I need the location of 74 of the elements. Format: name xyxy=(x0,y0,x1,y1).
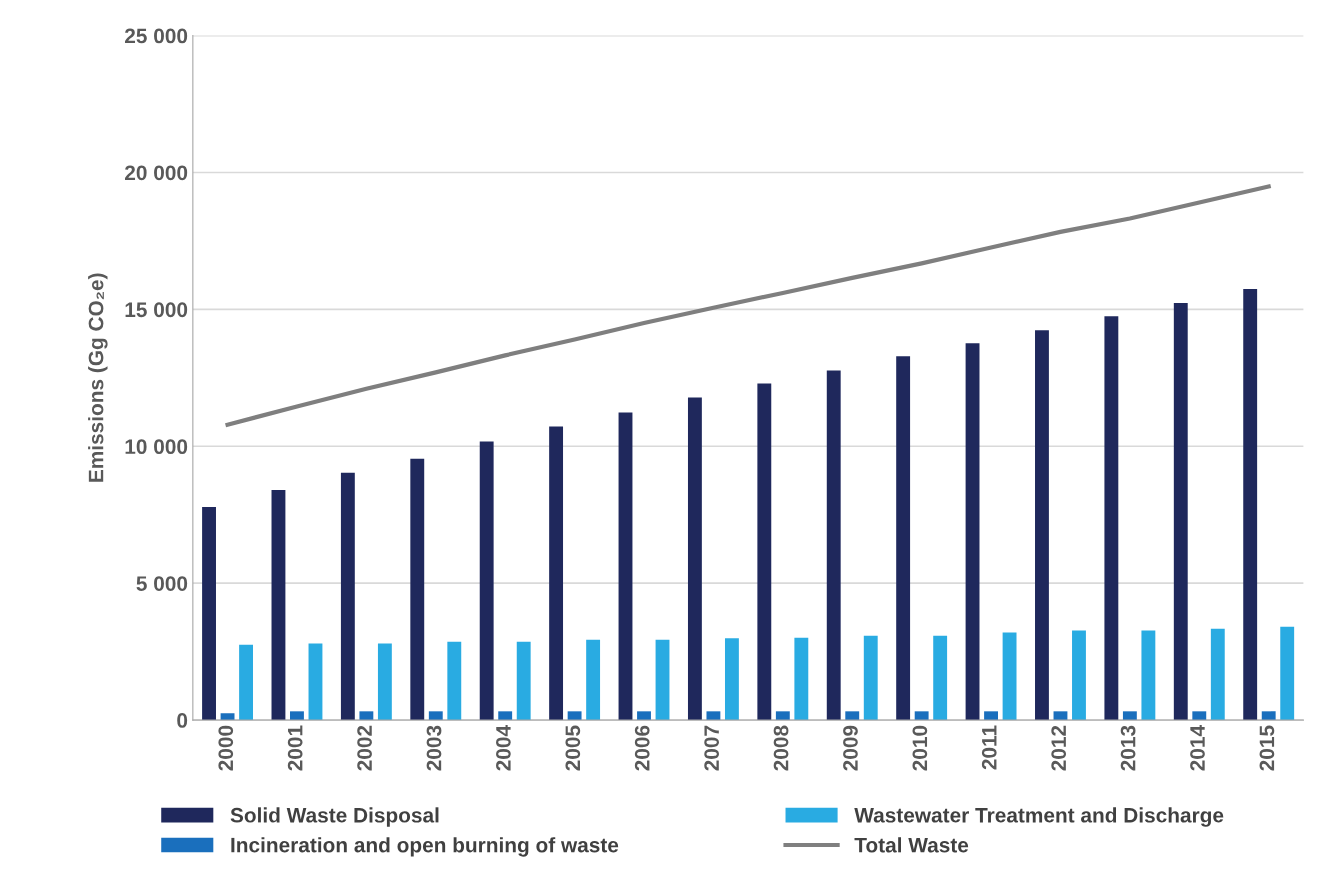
bar xyxy=(845,711,860,721)
legend-label: Wastewater Treatment and Discharge xyxy=(854,807,1224,827)
bar xyxy=(447,641,462,721)
line-series xyxy=(225,184,1271,427)
bar xyxy=(1141,630,1156,721)
bar xyxy=(479,441,494,721)
bar xyxy=(308,643,323,721)
bar xyxy=(271,490,286,721)
x-tick-label: 2007 xyxy=(704,725,720,771)
bar xyxy=(618,412,633,721)
bar xyxy=(1280,626,1295,721)
bar xyxy=(516,641,531,721)
x-tick-label: 2012 xyxy=(1051,725,1067,771)
bar xyxy=(1192,711,1207,721)
bar xyxy=(1261,711,1276,721)
x-tick-label: 2003 xyxy=(426,725,442,771)
bar xyxy=(428,711,443,721)
bar xyxy=(377,643,392,721)
x-tick-label: 2008 xyxy=(773,725,789,771)
bar xyxy=(1072,630,1086,721)
bar xyxy=(290,711,304,721)
x-tick-label: 2015 xyxy=(1259,725,1275,771)
bar xyxy=(706,711,721,721)
bar xyxy=(637,711,651,721)
bar xyxy=(239,644,253,721)
x-tick-label: 2001 xyxy=(287,725,303,771)
bar xyxy=(1035,330,1049,721)
bar xyxy=(1173,303,1188,721)
bar xyxy=(933,635,948,721)
y-tick-label: 5 000 xyxy=(136,576,188,591)
y-tick-label: 10 000 xyxy=(125,439,188,455)
x-tick-label: 2010 xyxy=(912,725,928,771)
bar xyxy=(498,711,513,721)
bar xyxy=(826,370,841,721)
bar xyxy=(586,639,601,721)
bar xyxy=(794,637,809,721)
x-tick-label: 2011 xyxy=(981,725,997,770)
x-tick-label: 2013 xyxy=(1120,725,1136,771)
bar xyxy=(1104,316,1119,721)
bar xyxy=(863,635,878,721)
y-tick-label: 15 000 xyxy=(125,302,188,318)
x-tick-label: 2000 xyxy=(218,725,234,771)
bar xyxy=(984,711,998,721)
x-tick-label: 2004 xyxy=(496,725,511,771)
bar xyxy=(687,397,702,721)
x-tick-label: 2014 xyxy=(1190,725,1205,771)
bar xyxy=(549,426,564,721)
bar xyxy=(896,356,911,721)
bar xyxy=(1122,711,1137,721)
y-axis-title: Emissions (Gg CO₂e) xyxy=(88,273,108,482)
bar xyxy=(757,383,772,721)
legend-label: Incineration and open burning of waste xyxy=(231,837,619,857)
bar xyxy=(202,507,216,721)
bar xyxy=(775,711,790,721)
y-tick-label: 25 000 xyxy=(125,28,188,44)
bar xyxy=(965,343,980,721)
bar xyxy=(1243,289,1258,721)
bar xyxy=(1210,628,1225,721)
bar xyxy=(567,711,582,721)
x-tick-label: 2002 xyxy=(357,725,372,771)
bar xyxy=(359,711,374,721)
legend-label: Total Waste xyxy=(854,837,969,853)
y-tick-label: 0 xyxy=(177,713,188,728)
x-tick-label: 2005 xyxy=(565,725,581,771)
y-tick-label: 20 000 xyxy=(125,165,188,181)
bar xyxy=(340,472,355,721)
bar xyxy=(724,638,739,721)
legend-label: Solid Waste Disposal xyxy=(230,807,439,827)
bar xyxy=(914,711,929,721)
x-tick-label: 2006 xyxy=(634,725,650,771)
bar xyxy=(410,458,425,721)
bar xyxy=(1002,632,1017,721)
bar xyxy=(655,639,670,721)
x-tick-label: 2009 xyxy=(843,725,858,771)
